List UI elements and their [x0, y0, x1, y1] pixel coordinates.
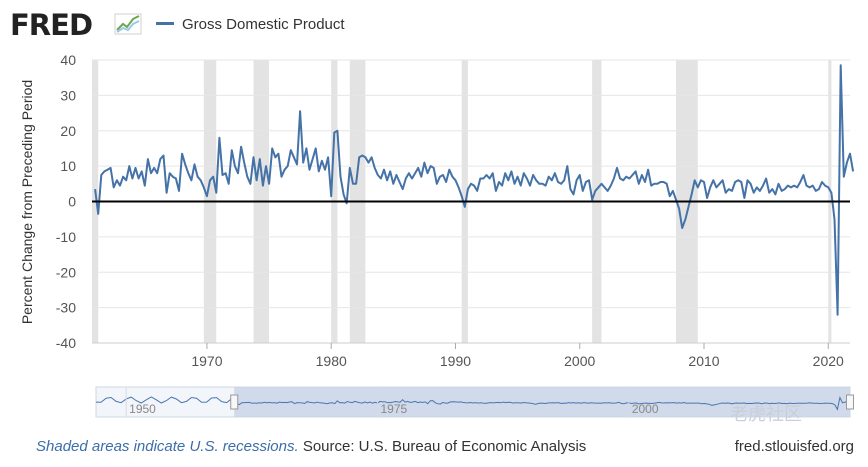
y-tick-label: 40: [60, 52, 76, 68]
navigator-label: 1950: [129, 402, 156, 416]
x-tick-label: 1980: [316, 353, 347, 369]
recessions-link[interactable]: Shaded areas indicate U.S. recessions.: [36, 438, 299, 455]
navigator-label: 2000: [632, 402, 659, 416]
navigator-series-line: [95, 395, 851, 411]
y-axis-label: Percent Change from Preceding Period: [19, 80, 35, 324]
x-tick-label: 1990: [440, 353, 471, 369]
fred-logo[interactable]: FRED: [10, 8, 93, 42]
y-tick-label: 30: [60, 87, 76, 103]
legend[interactable]: Gross Domestic Product: [156, 16, 345, 33]
y-tick-label: -20: [56, 264, 76, 280]
y-tick-label: 20: [60, 123, 76, 139]
y-tick-label: -40: [56, 335, 76, 351]
x-tick-label: 2000: [564, 353, 595, 369]
navigator-left-handle[interactable]: [230, 394, 239, 410]
footer-note: Shaded areas indicate U.S. recessions. S…: [36, 438, 586, 455]
y-tick-label: -10: [56, 229, 76, 245]
x-axis: 1970 1980 1990 2000 2010 2020: [92, 342, 850, 369]
y-tick-label: -30: [56, 300, 76, 316]
y-axis: 40 30 20 10 0 -10 -20 -30 -40: [56, 52, 76, 351]
site-link[interactable]: fred.stlouisfed.org: [734, 438, 854, 455]
gdp-series-line[interactable]: [94, 64, 855, 316]
y-tick-label: 0: [68, 194, 76, 210]
legend-label: Gross Domestic Product: [182, 16, 345, 33]
x-tick-label: 2010: [688, 353, 719, 369]
x-tick-label: 1970: [191, 353, 222, 369]
navigator-labels: 1950 1975 2000: [125, 387, 659, 417]
x-tick-label: 2020: [813, 353, 844, 369]
y-tick-label: 10: [60, 158, 76, 174]
chart-header: FRED Gross Domestic Product: [8, 6, 508, 42]
series-layer: [94, 64, 855, 316]
line-chart-icon: [114, 13, 142, 35]
watermark: 老虎社区: [730, 404, 802, 424]
navigator-label: 1975: [380, 402, 407, 416]
navigator-right-handle[interactable]: [846, 394, 854, 410]
legend-swatch: [156, 21, 174, 25]
range-navigator[interactable]: 1950 1975 2000: [95, 386, 854, 418]
source-text: Source: U.S. Bureau of Economic Analysis: [298, 438, 587, 455]
